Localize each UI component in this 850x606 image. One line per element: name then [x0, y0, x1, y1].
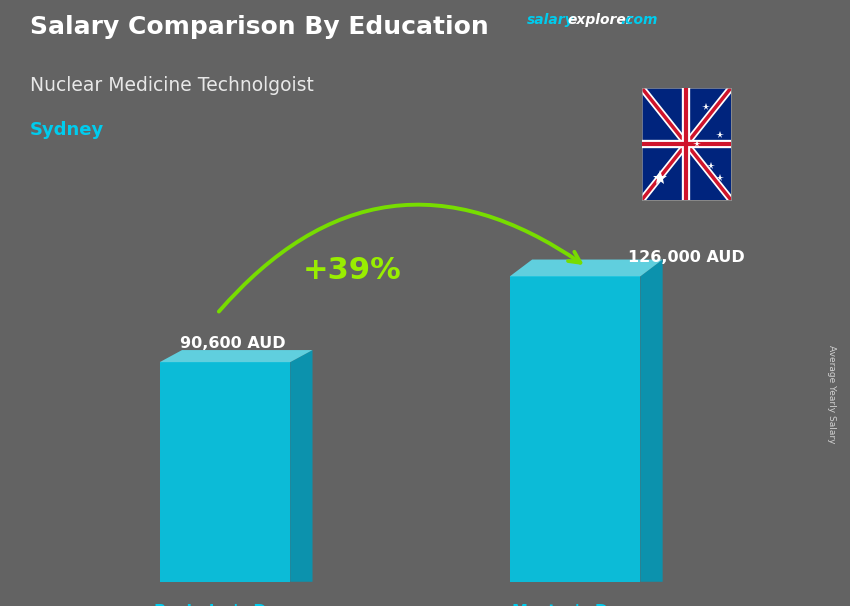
Text: 126,000 AUD: 126,000 AUD: [628, 250, 745, 265]
Text: .com: .com: [620, 13, 658, 27]
Polygon shape: [160, 350, 313, 362]
Polygon shape: [510, 259, 663, 276]
Polygon shape: [510, 276, 640, 582]
Text: Nuclear Medicine Technolgoist: Nuclear Medicine Technolgoist: [30, 76, 314, 95]
Text: 90,600 AUD: 90,600 AUD: [180, 336, 286, 351]
Text: Bachelor's Degree: Bachelor's Degree: [154, 604, 319, 606]
Text: Master's Degree: Master's Degree: [512, 604, 660, 606]
Text: salary: salary: [527, 13, 575, 27]
Polygon shape: [290, 350, 313, 582]
Polygon shape: [160, 362, 290, 582]
Text: +39%: +39%: [303, 256, 402, 285]
Polygon shape: [640, 259, 663, 582]
Text: Sydney: Sydney: [30, 121, 104, 139]
Text: explorer: explorer: [568, 13, 633, 27]
Text: Salary Comparison By Education: Salary Comparison By Education: [30, 15, 489, 39]
Text: Average Yearly Salary: Average Yearly Salary: [827, 345, 836, 443]
